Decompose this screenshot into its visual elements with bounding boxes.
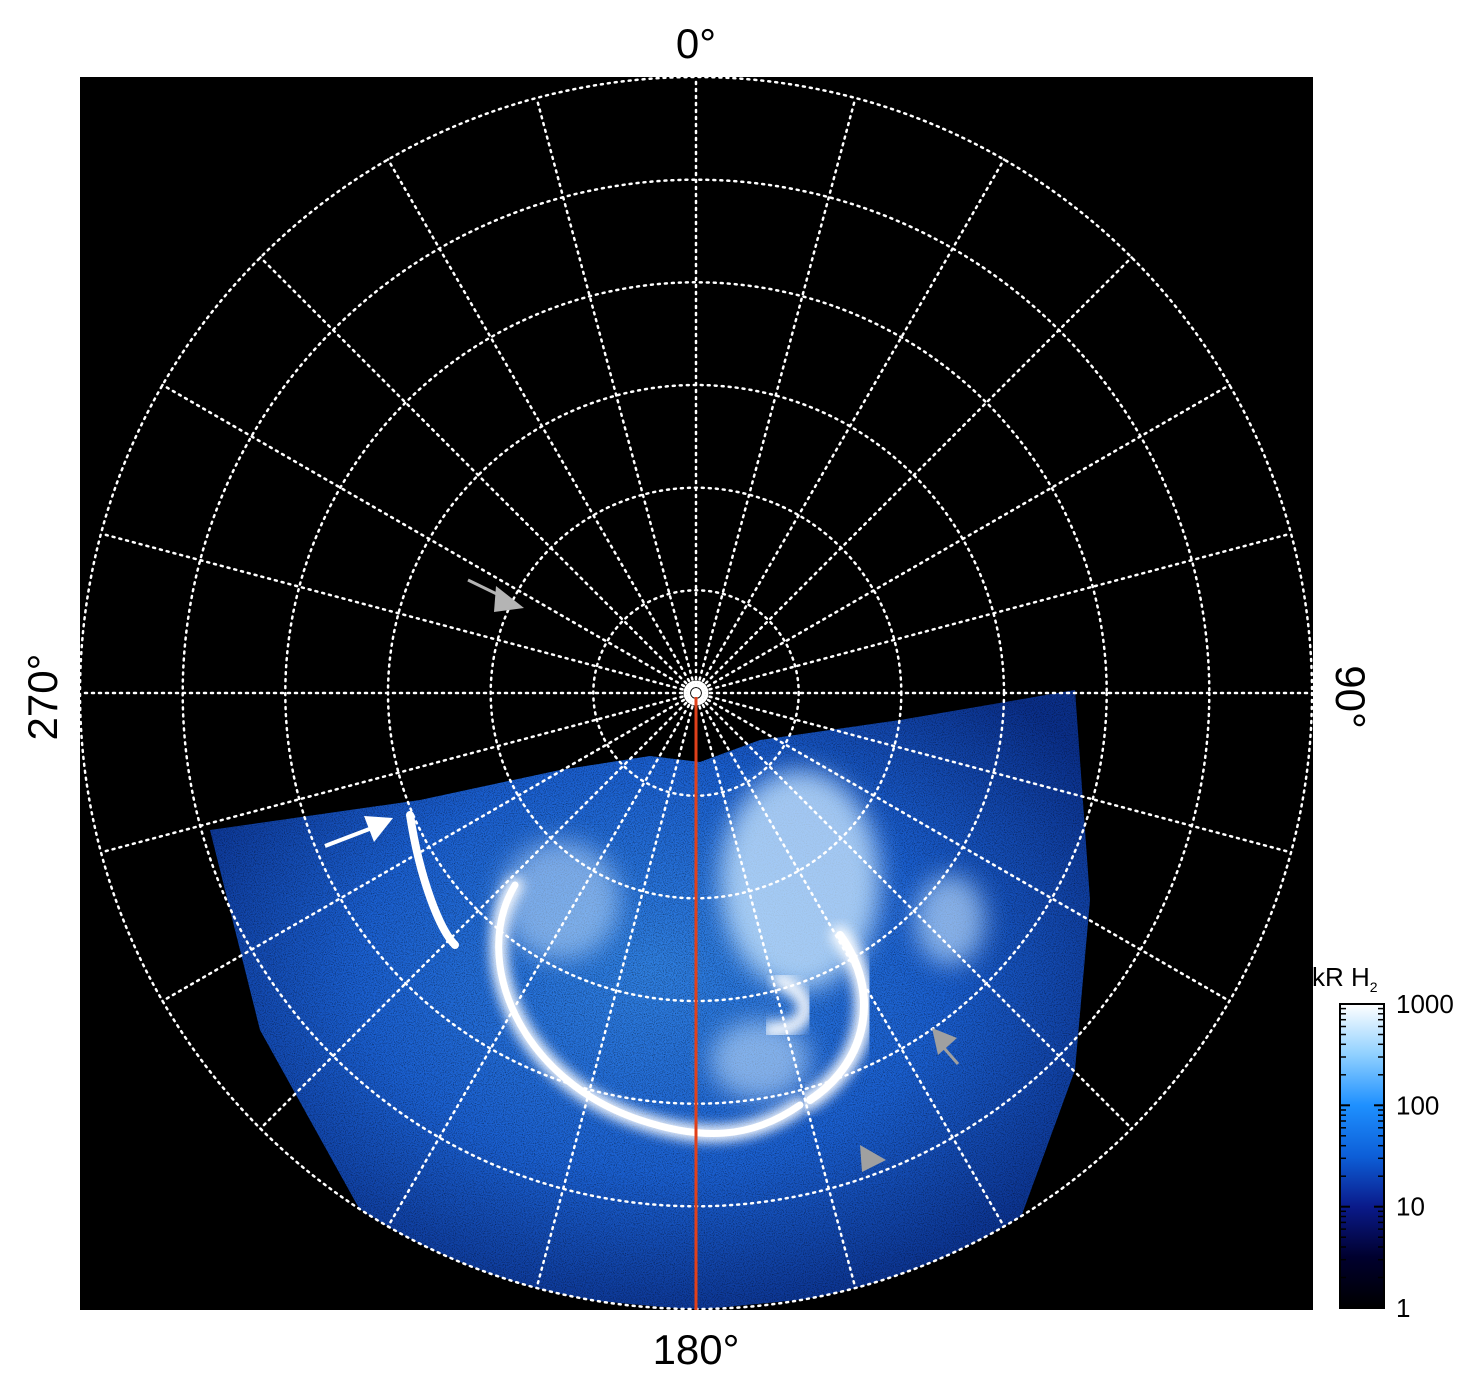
grid-meridian bbox=[99, 691, 698, 854]
longitude-label-top: 0° bbox=[676, 20, 716, 67]
grid-meridian bbox=[386, 691, 698, 1228]
grid-meridian bbox=[694, 691, 1293, 854]
grid-meridian bbox=[161, 691, 698, 1003]
colorbar: kR H2 1000 100 10 1 bbox=[1312, 962, 1454, 1323]
grid-meridian bbox=[161, 383, 698, 695]
grid-meridian bbox=[535, 691, 698, 1290]
grid-meridian bbox=[694, 532, 1293, 695]
grid-meridian bbox=[386, 158, 698, 695]
longitude-label-bottom: 180° bbox=[653, 1326, 740, 1373]
grid-meridian bbox=[259, 256, 698, 695]
grid-meridian bbox=[99, 532, 698, 695]
grid-meridian bbox=[694, 691, 857, 1290]
gray-arrowhead-right bbox=[932, 1028, 960, 1065]
grid-meridian bbox=[259, 691, 698, 1130]
annotation-arrows bbox=[324, 578, 960, 1172]
longitude-label-right: 90° bbox=[1327, 665, 1374, 729]
colorbar-tick-label: 1 bbox=[1396, 1293, 1410, 1323]
grid-meridian bbox=[694, 691, 1133, 1130]
colorbar-label-text: kR H bbox=[1312, 962, 1370, 992]
grid-meridian bbox=[694, 96, 857, 695]
colorbar-ticks: 1000 100 10 1 bbox=[1340, 989, 1454, 1323]
gray-arrowhead-bottom bbox=[860, 1145, 886, 1172]
grid-meridian bbox=[694, 256, 1133, 695]
colorbar-tick-label: 10 bbox=[1396, 1192, 1425, 1222]
grid-meridian bbox=[694, 691, 1231, 1003]
grid-meridian bbox=[535, 96, 698, 695]
colorbar-tick-label: 1000 bbox=[1396, 989, 1454, 1019]
colorbar-label: kR H2 bbox=[1312, 962, 1378, 995]
longitude-label-left: 270° bbox=[19, 654, 66, 741]
gray-arrow bbox=[467, 578, 524, 612]
white-arrow bbox=[324, 816, 393, 848]
grid-meridian bbox=[694, 158, 1006, 695]
colorbar-label-subscript: 2 bbox=[1370, 979, 1378, 995]
grid-meridian bbox=[694, 691, 1006, 1228]
colorbar-gradient bbox=[1339, 1003, 1385, 1309]
colorbar-tick-label: 100 bbox=[1396, 1090, 1439, 1120]
grid-meridian bbox=[694, 383, 1231, 695]
